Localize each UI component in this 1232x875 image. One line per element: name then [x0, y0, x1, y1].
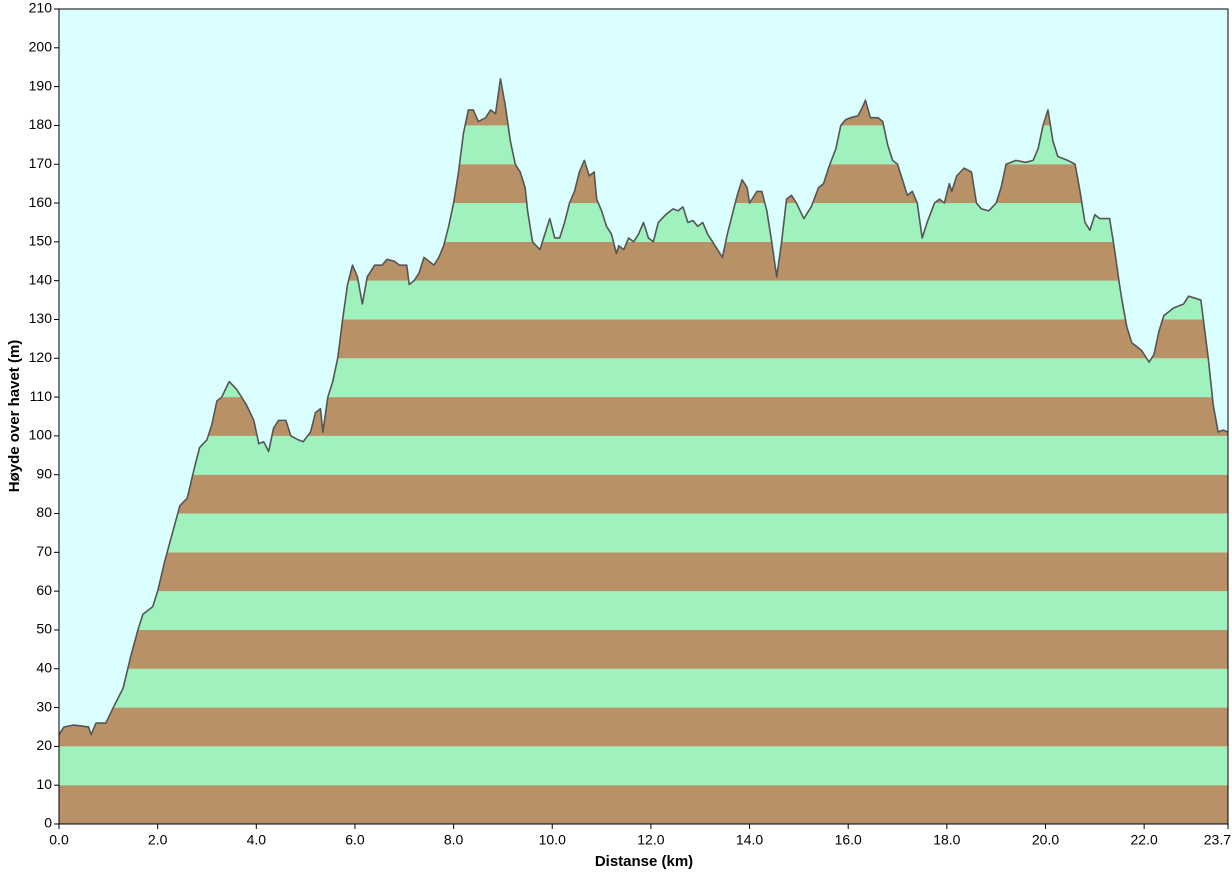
x-tick-label: 2.0 — [148, 832, 168, 848]
y-tick-label: 90 — [36, 465, 52, 481]
x-tick-label: 14.0 — [736, 832, 763, 848]
y-tick-label: 160 — [29, 194, 53, 210]
y-axis-title: Høyde over havet (m) — [6, 340, 23, 493]
y-tick-label: 20 — [36, 737, 52, 753]
x-tick-label: 22.0 — [1131, 832, 1158, 848]
band — [59, 629, 1228, 669]
y-tick-label: 60 — [36, 582, 52, 598]
y-tick-label: 120 — [29, 349, 53, 365]
y-tick-label: 150 — [29, 233, 53, 249]
x-tick-label: 20.0 — [1032, 832, 1059, 848]
y-tick-label: 0 — [44, 815, 52, 831]
y-tick-label: 110 — [30, 388, 53, 404]
band — [59, 785, 1228, 824]
band — [59, 435, 1228, 475]
y-tick-label: 180 — [29, 116, 53, 132]
band — [59, 474, 1228, 514]
band — [59, 746, 1228, 786]
x-tick-label: 6.0 — [345, 832, 365, 848]
band — [59, 591, 1228, 630]
y-tick-label: 70 — [36, 543, 52, 559]
y-tick-label: 80 — [36, 504, 52, 520]
y-tick-label: 50 — [36, 621, 52, 637]
plot-frame — [58, 8, 1229, 825]
y-tick-label: 170 — [29, 155, 53, 171]
elevation-line — [58, 78, 1229, 736]
x-tick-label: 4.0 — [247, 832, 267, 848]
y-tick-label: 30 — [36, 698, 52, 714]
y-tick-label: 190 — [29, 77, 53, 93]
x-tick-label: 0.0 — [49, 832, 69, 848]
x-tick-label: 10.0 — [539, 832, 566, 848]
y-tick-label: 210 — [29, 0, 53, 16]
x-tick-label: 18.0 — [933, 832, 960, 848]
y-tick-label: 10 — [36, 776, 52, 792]
y-tick-label: 40 — [36, 659, 52, 675]
x-tick-label: 16.0 — [835, 832, 862, 848]
x-axis-title: Distanse (km) — [595, 853, 693, 870]
y-tick-label: 140 — [29, 271, 53, 287]
x-tick-label: 8.0 — [444, 832, 464, 848]
y-tick-label: 200 — [29, 39, 53, 55]
band — [59, 513, 1228, 553]
y-tick-label: 130 — [29, 310, 53, 326]
y-tick-label: 100 — [29, 427, 53, 443]
band — [59, 668, 1228, 708]
band — [59, 707, 1228, 747]
x-tick-label: 12.0 — [637, 832, 664, 848]
band — [59, 552, 1228, 592]
x-tick-label: 23.7 — [1204, 832, 1231, 848]
band — [59, 397, 1228, 436]
